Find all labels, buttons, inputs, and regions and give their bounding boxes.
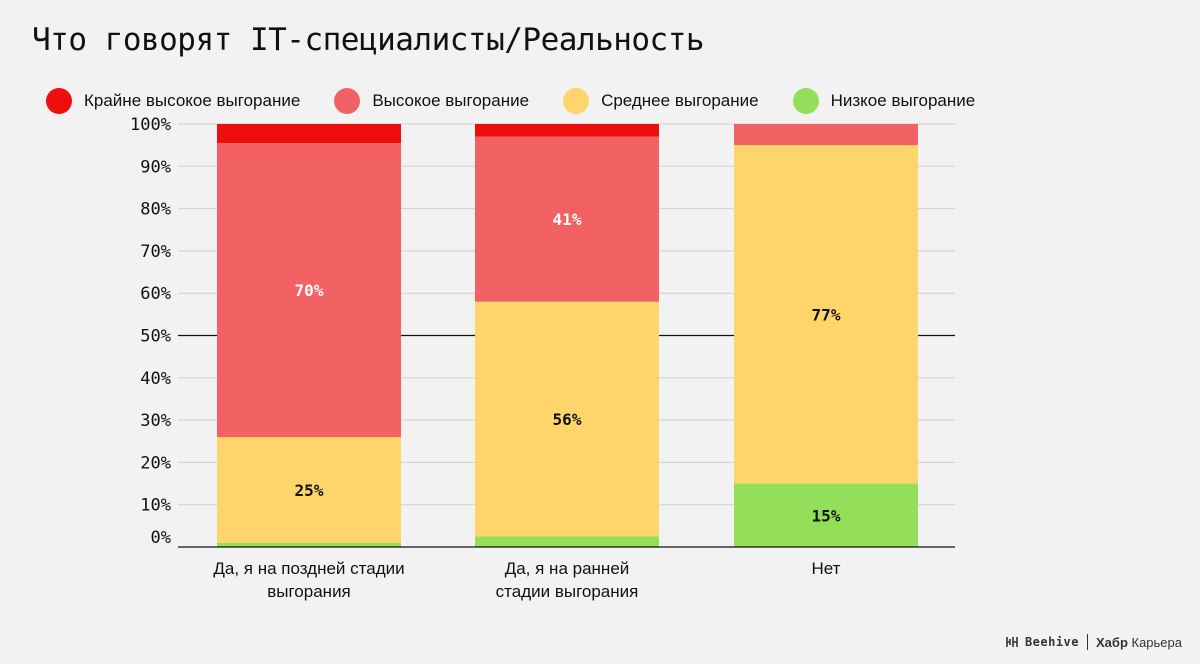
data-label: 77%	[812, 305, 841, 324]
beehive-logo-icon	[1006, 637, 1018, 647]
footer-brand-habr-rest: Карьера	[1127, 634, 1183, 650]
bar-segment	[475, 536, 659, 547]
legend-label-medium: Среднее выгорание	[601, 91, 759, 110]
y-tick-label: 20%	[140, 453, 171, 473]
x-category-label: выгорания	[267, 582, 351, 601]
y-tick-label: 70%	[140, 242, 171, 262]
legend-dot-extreme	[46, 88, 72, 114]
x-category-label: Нет	[812, 559, 841, 578]
legend-dot-medium	[563, 88, 590, 114]
y-tick-label: 40%	[140, 369, 171, 389]
x-category-label: Да, я на ранней	[505, 559, 630, 578]
chart-title: Что говорят IT-специалисты/Реальность	[32, 22, 705, 58]
bar-segment	[734, 145, 918, 484]
bar-segment	[217, 143, 401, 438]
data-label: 56%	[553, 410, 582, 429]
y-tick-label: 100%	[130, 115, 171, 135]
legend-item-extreme: Крайне высокое выгорание	[46, 88, 300, 114]
footer-brand-beehive: Beehive	[1024, 635, 1080, 649]
legend-dot-low	[792, 88, 819, 114]
footer-brand-habr-bold: Хабр	[1096, 634, 1128, 650]
bar-segment	[734, 483, 918, 547]
footer-separator	[1087, 634, 1089, 650]
footer-branding: Beehive Хабр Карьера	[1005, 634, 1182, 650]
data-label: 41%	[553, 210, 582, 229]
bar-segment	[475, 136, 659, 302]
footer-brand-habr: Хабр Карьера	[1096, 635, 1182, 650]
bar-segment	[217, 124, 401, 144]
legend-item-medium: Среднее выгорание	[563, 88, 759, 114]
legend-dot-high	[334, 88, 361, 114]
bar-segment	[217, 542, 401, 547]
y-tick-label: 10%	[140, 496, 171, 516]
legend-label-low: Низкое выгорание	[830, 91, 976, 110]
data-label: 70%	[295, 281, 324, 300]
y-tick-label: 80%	[140, 200, 171, 220]
legend-item-high: Высокое выгорание	[334, 88, 529, 114]
y-tick-label: 0%	[151, 528, 171, 548]
legend-label-high: Высокое выгорание	[372, 91, 530, 110]
y-tick-label: 60%	[140, 284, 171, 304]
y-tick-label: 30%	[140, 411, 171, 431]
bar-segment	[475, 301, 659, 537]
bar-segment	[475, 124, 659, 137]
legend-label-extreme: Крайне высокое выгорание	[84, 91, 301, 110]
x-category-label: стадии выгорания	[496, 582, 639, 601]
legend-item-low: Низкое выгорание	[792, 88, 976, 114]
data-label: 25%	[295, 481, 324, 500]
x-category-label: Да, я на поздней стадии	[213, 559, 404, 578]
legend: Крайне высокое выгорание Высокое выгоран…	[46, 88, 975, 114]
y-tick-label: 50%	[140, 327, 171, 347]
bar-segment	[734, 124, 918, 146]
y-tick-label: 90%	[140, 157, 171, 177]
bar-segment	[217, 437, 401, 543]
data-label: 15%	[812, 506, 841, 525]
